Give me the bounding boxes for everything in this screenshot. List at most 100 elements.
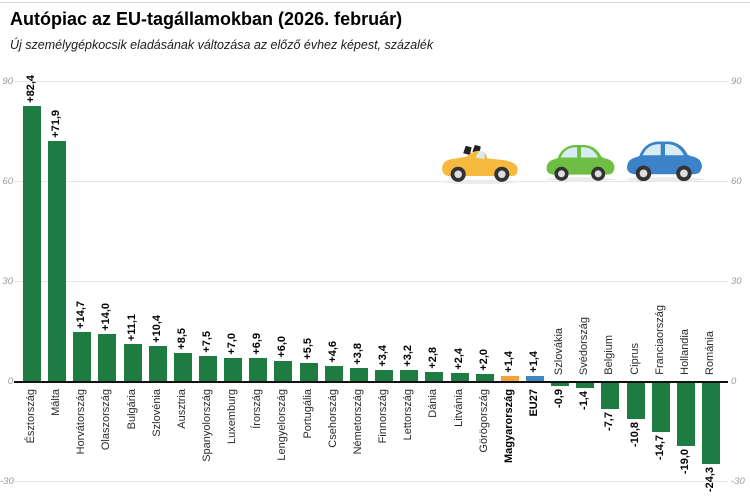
yellow-convertible-car-icon xyxy=(442,144,518,185)
blue-hatchback-car-icon xyxy=(626,141,704,182)
bar-Svédország xyxy=(576,383,594,388)
category-label-Hollandia: Hollandia xyxy=(679,329,691,375)
category-label-Málta: Málta xyxy=(50,389,62,416)
car-hub xyxy=(454,170,462,179)
category-label-Olaszország: Olaszország xyxy=(100,389,112,451)
category-label-Lengyelország: Lengyelország xyxy=(276,389,288,461)
category-label-Szlovákia: Szlovákia xyxy=(553,327,565,375)
category-label-Finnország: Finnország xyxy=(377,389,389,444)
y-tick-left--30: -30 xyxy=(0,476,14,487)
category-label-Svédország: Svédország xyxy=(578,316,590,375)
bar-Litvánia xyxy=(451,373,469,381)
bar-Románia xyxy=(702,383,720,464)
bar-Finnország xyxy=(375,370,393,381)
category-label-Bulgária: Bulgária xyxy=(126,389,138,430)
y-tick-left-0: 0 xyxy=(7,376,13,387)
chart-title: Autópiac az EU-tagállamokban (2026. febr… xyxy=(10,9,403,29)
value-label-Románia: -24,3 xyxy=(704,467,716,493)
bar-Horvátország xyxy=(73,332,91,381)
car-shadow xyxy=(442,179,518,185)
category-label-Írország: Írország xyxy=(251,389,263,429)
car-hub xyxy=(594,170,602,178)
cars-illustration xyxy=(438,126,710,186)
category-label-EU27: EU27 xyxy=(528,389,540,417)
y-tick-right--30: -30 xyxy=(731,476,745,487)
bar-Csehország xyxy=(325,366,343,381)
bar-Szlovákia xyxy=(551,383,569,386)
value-label-Spanyolország: +7,5 xyxy=(201,331,213,353)
car-hub xyxy=(680,169,688,178)
category-label-Németország: Németország xyxy=(352,389,364,455)
bar-Belgium xyxy=(601,383,619,409)
category-label-Észtország: Észtország xyxy=(25,389,37,444)
category-label-Spanyolország: Spanyolország xyxy=(201,389,213,462)
chart-subtitle: Új személygépkocsik eladásának változása… xyxy=(10,38,434,52)
value-label-Málta: +71,9 xyxy=(50,110,62,138)
bar-Bulgária xyxy=(124,344,142,381)
y-tick-right-60: 60 xyxy=(731,176,742,187)
y-tick-right-90: 90 xyxy=(731,76,742,87)
y-tick-right-0: 0 xyxy=(731,376,737,387)
bar-Hollandia xyxy=(677,383,695,446)
bar-Németország xyxy=(350,368,368,381)
bar-Olaszország xyxy=(98,334,116,381)
gridline-30 xyxy=(14,281,728,282)
value-label-Litvánia: +2,4 xyxy=(453,348,465,370)
value-label-Lettország: +3,2 xyxy=(402,345,414,367)
category-label-Portugália: Portugália xyxy=(302,389,314,439)
category-label-Görögország: Görögország xyxy=(478,389,490,453)
y-tick-left-90: 90 xyxy=(2,76,13,87)
bar-Málta xyxy=(48,141,66,381)
car-pillar xyxy=(660,143,665,157)
green-hatchback-car-icon xyxy=(545,144,617,182)
value-label-EU27: +1,4 xyxy=(528,351,540,373)
car-hub xyxy=(557,170,566,178)
bar-EU27 xyxy=(526,376,544,381)
value-label-Ciprus: -10,8 xyxy=(629,422,641,448)
car-pillar xyxy=(577,146,581,159)
value-label-Németország: +3,8 xyxy=(352,343,364,365)
bar-Észtország xyxy=(23,106,41,381)
category-label-Dánia: Dánia xyxy=(427,389,439,418)
y-tick-left-30: 30 xyxy=(2,276,13,287)
value-label-Portugália: +5,5 xyxy=(302,338,314,360)
bar-Franciaország xyxy=(652,383,670,432)
bar-Írország xyxy=(249,358,267,381)
car-hub xyxy=(639,169,648,178)
value-label-Szlovákia: -0,9 xyxy=(553,389,565,408)
y-tick-right-30: 30 xyxy=(731,276,742,287)
value-label-Szlovénia: +10,4 xyxy=(151,315,163,343)
category-label-Horvátország: Horvátország xyxy=(75,389,87,455)
value-label-Franciaország: -14,7 xyxy=(654,435,666,461)
car-hub xyxy=(498,170,506,179)
bar-Görögország xyxy=(476,374,494,381)
category-label-Magyarország: Magyarország xyxy=(503,389,515,463)
value-label-Lengyelország: +6,0 xyxy=(276,336,288,358)
x-axis-line xyxy=(14,381,728,383)
gridline-60 xyxy=(14,181,728,182)
car-windshield xyxy=(475,150,486,160)
category-label-Ciprus: Ciprus xyxy=(629,343,641,375)
bar-Lengyelország xyxy=(274,361,292,381)
category-label-Csehország: Csehország xyxy=(327,389,339,448)
bar-Dánia xyxy=(425,372,443,381)
value-label-Svédország: -1,4 xyxy=(578,391,590,410)
category-label-Szlovénia: Szlovénia xyxy=(151,389,163,437)
value-label-Hollandia: -19,0 xyxy=(679,449,691,475)
bar-Magyarország xyxy=(501,376,519,381)
value-label-Észtország: +82,4 xyxy=(25,75,37,103)
car-seat xyxy=(463,145,472,155)
gridline--30 xyxy=(14,481,728,482)
bar-Luxemburg xyxy=(224,358,242,381)
value-label-Ausztria: +8,5 xyxy=(176,328,188,350)
bar-Spanyolország xyxy=(199,356,217,381)
value-label-Magyarország: +1,4 xyxy=(503,351,515,373)
gridline-90 xyxy=(14,81,728,82)
bar-Lettország xyxy=(400,370,418,381)
value-label-Horvátország: +14,7 xyxy=(75,301,87,329)
value-label-Bulgária: +11,1 xyxy=(126,313,138,341)
bar-Ciprus xyxy=(627,383,645,419)
value-label-Olaszország: +14,0 xyxy=(100,303,112,331)
